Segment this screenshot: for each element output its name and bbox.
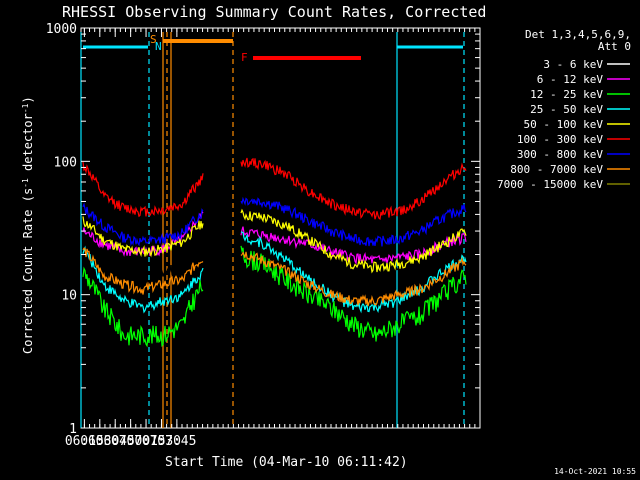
y-axis-label-text: Corrected Count Rate (s — [21, 188, 35, 354]
legend-label: 50 - 100 keV — [524, 118, 604, 131]
plot-area — [80, 27, 481, 429]
series-trace — [82, 202, 204, 247]
series-trace — [82, 266, 204, 348]
x-tick-label: 07:30 — [142, 434, 181, 449]
legend-label: 12 - 25 keV — [530, 88, 603, 101]
y-axis-label-sup2: -1 — [21, 103, 30, 113]
legend-header: Det 1,3,4,5,6,9, — [525, 28, 631, 41]
y-axis-label-mid: detector — [21, 113, 35, 178]
series-0 — [82, 224, 467, 281]
series-trace — [240, 251, 467, 307]
flag-bars: SN F — [83, 33, 463, 64]
x-tick-label: 06:45 — [96, 434, 135, 449]
legend-label: 25 - 50 keV — [530, 103, 603, 116]
x-tick-label: 07:45 — [157, 434, 196, 449]
series-trace — [240, 196, 467, 247]
series-2 — [82, 245, 467, 348]
legend-label: 6 - 12 keV — [537, 73, 604, 86]
x-tick-label: 06:30 — [80, 434, 119, 449]
series-trace — [82, 161, 204, 218]
legend-label: 300 - 800 keV — [517, 148, 603, 161]
legend-label: 7000 - 15000 keV — [497, 178, 603, 191]
x-tick-label: 07:15 — [126, 434, 165, 449]
legend-label: 3 - 6 keV — [543, 58, 603, 71]
series-7 — [82, 247, 467, 307]
y-tick-label: 100 — [54, 155, 77, 170]
y-axis-label-sup1: -1 — [21, 178, 30, 188]
legend-label: 100 - 300 keV — [517, 133, 603, 146]
series-trace — [240, 157, 467, 221]
flag-label-n: N — [155, 40, 162, 53]
series-3 — [82, 231, 467, 314]
series-trace — [240, 208, 467, 274]
series-trace — [240, 231, 467, 314]
x-tick-label: 06:15 — [65, 434, 104, 449]
y-axis-label: Corrected Count Rate (s-1 detector-1) — [21, 96, 36, 354]
legend: Det 1,3,4,5,6,9,Att 0 3 - 6 keV 6 - 12 keV… — [497, 28, 631, 191]
series-5 — [82, 157, 467, 221]
y-axis: 1 10 100 1000 — [46, 22, 480, 437]
flag-label-f: F — [241, 51, 248, 64]
series-trace — [82, 247, 204, 295]
y-tick-label: 1000 — [46, 22, 77, 37]
series-trace — [240, 224, 467, 281]
flag-label-s: S — [150, 33, 157, 46]
series-trace — [82, 238, 204, 277]
series-trace — [82, 245, 204, 314]
legend-header: Att 0 — [598, 40, 631, 53]
legend-label: 800 - 7000 keV — [510, 163, 603, 176]
series-6 — [82, 196, 467, 247]
x-axis-label: Start Time (04-Mar-10 06:11:42) — [165, 455, 408, 470]
series-4 — [82, 208, 467, 274]
y-axis-label-end: ) — [21, 96, 35, 103]
y-tick-label: 10 — [61, 289, 77, 304]
series-trace — [240, 245, 467, 342]
timestamp: 14-Oct-2021 10:55 — [554, 467, 636, 476]
y-tick-label: 1 — [69, 422, 77, 437]
series-trace — [82, 210, 204, 257]
chart-title: RHESSI Observing Summary Count Rates, Co… — [62, 3, 486, 21]
series-trace — [82, 216, 204, 258]
series-trace — [240, 226, 467, 266]
x-tick-label: 07:00 — [111, 434, 150, 449]
